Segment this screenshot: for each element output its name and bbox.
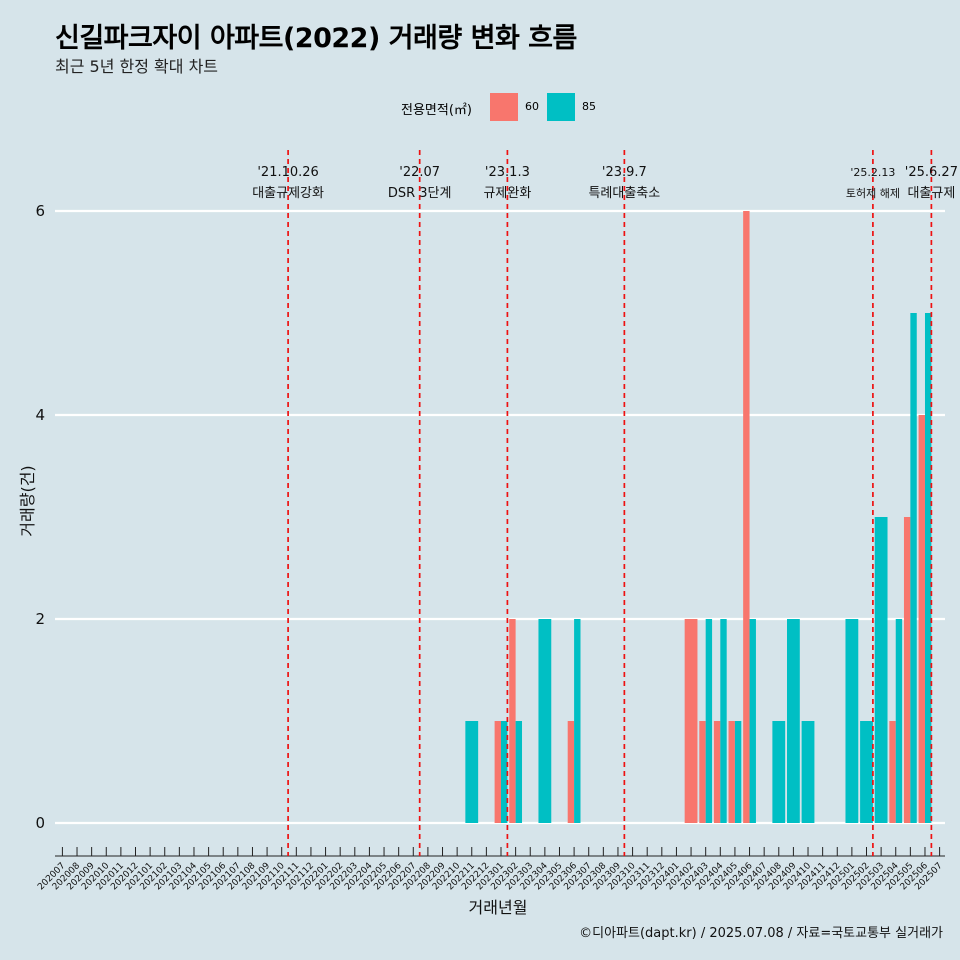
bar-60-202301 [494,721,501,823]
bar-60-202405 [728,721,735,823]
bar-85-202408 [772,721,786,823]
event-date-label: '22.07 [399,165,440,180]
bar-85-202302 [515,721,523,823]
bar-60-202506 [918,415,925,823]
bar-85-202505 [910,313,917,823]
bar-85-202501 [845,619,859,823]
bar-85-202502 [860,721,873,823]
event-date-label: '25.2.13 [850,166,895,179]
legend-key-85 [547,93,575,121]
event-text-label: 대출규제강화 [252,186,324,201]
source-caption: ©디아파트(dapt.kr) / 2025.07.08 / 자료=국토교통부 실… [579,926,943,941]
bar-85-202503 [874,517,888,823]
event-date-label: '21.10.26 [257,165,318,180]
event-date-label: '23.1.3 [485,165,530,180]
legend-label-85: 85 [582,100,596,113]
bar-60-202404 [713,721,721,823]
bar-60-202306 [567,721,575,823]
bar-85-202403 [705,619,713,823]
x-axis-title: 거래년월 [469,898,528,917]
bar-85-202409 [787,619,800,823]
y-axis-title: 거래량(건) [18,465,37,536]
event-text-label: 대출규제 [907,186,955,201]
y-tick-label: 0 [35,814,45,832]
event-text-label: 규제완화 [483,186,531,201]
bar-60-202406 [743,211,750,823]
event-date-label: '25.6.27 [905,165,958,180]
bar-85-202301 [501,721,508,823]
bar-60-202505 [903,517,911,823]
legend-title: 전용면적(㎡) [401,103,472,118]
bar-85-202404 [720,619,727,823]
y-tick-label: 2 [35,610,45,628]
bar-60-202403 [699,721,706,823]
bar-85-202406 [749,619,756,823]
chart-title: 신길파크자이 아파트(2022) 거래량 변화 흐름 [55,23,577,54]
bar-85-202306 [574,619,581,823]
bar-85-202405 [734,721,742,823]
chart-subtitle: 최근 5년 한정 확대 차트 [55,57,219,76]
bar-85-202304 [538,619,552,823]
legend-label-60: 60 [525,100,539,113]
bar-60-202302 [509,619,516,823]
y-tick-label: 4 [35,406,45,424]
bar-85-202504 [895,619,903,823]
bar-85-202410 [801,721,815,823]
event-date-label: '23.9.7 [602,165,647,180]
bar-85-202211 [465,721,479,823]
bar-60-202504 [889,721,896,823]
legend: 전용면적(㎡) 60 85 [0,93,960,121]
event-text-label: 특례대출축소 [588,186,660,201]
bar-85-202506 [924,313,932,823]
bar-60-202402 [684,619,698,823]
event-text-label: 토허제 해제 [846,186,900,200]
event-text-label: DSR 3단계 [388,186,452,201]
y-tick-label: 6 [35,202,45,220]
legend-key-60 [490,93,518,121]
